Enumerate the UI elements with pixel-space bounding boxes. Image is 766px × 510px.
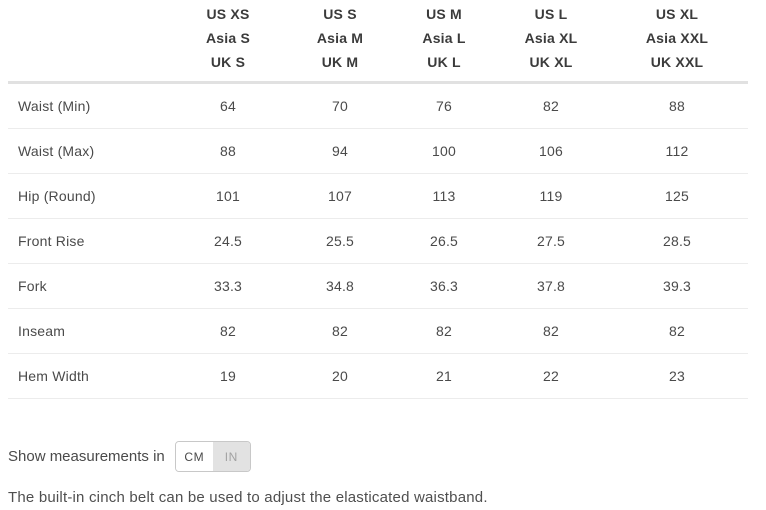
measurement-value: 100 — [432, 143, 456, 159]
measurement-value: 33.3 — [213, 278, 243, 294]
measurement-value: 25.5 — [325, 233, 355, 249]
size-asia-line: Asia S — [206, 30, 250, 46]
size-column-header-s: US S Asia M UK M — [288, 0, 392, 83]
size-us-line: US M — [426, 6, 462, 22]
measurement-value: 82 — [669, 323, 685, 339]
measurement-value: 21 — [436, 368, 452, 384]
size-column-header-xs: US XS Asia S UK S — [168, 0, 288, 83]
measurement-value: 26.5 — [429, 233, 459, 249]
unit-in-button[interactable]: IN — [212, 442, 250, 471]
measurement-value: 19 — [220, 368, 236, 384]
table-row-waist-max: Waist (Max) 88 94 100 106 112 — [8, 129, 748, 174]
measurement-value: 37.8 — [536, 278, 566, 294]
measurement-value: 23 — [669, 368, 685, 384]
measurement-label: Inseam — [18, 323, 66, 339]
size-column-header-m: US M Asia L UK L — [392, 0, 496, 83]
size-asia-line: Asia L — [422, 30, 466, 46]
table-row-hip-round: Hip (Round) 101 107 113 119 125 — [8, 174, 748, 219]
unit-toggle-row: Show measurements in CM IN — [8, 441, 766, 472]
measurement-value: 94 — [332, 143, 348, 159]
measurement-value: 101 — [216, 188, 240, 204]
measurement-label: Hip (Round) — [18, 188, 96, 204]
size-uk-line: UK M — [321, 54, 359, 70]
unit-toggle-label: Show measurements in — [8, 448, 165, 465]
measurement-value: 22 — [543, 368, 559, 384]
corner-cell — [8, 0, 168, 83]
table-row-hem-width: Hem Width 19 20 21 22 23 — [8, 354, 748, 399]
measurement-value: 70 — [332, 98, 348, 114]
size-us-line: US L — [534, 6, 568, 22]
size-column-header-xl: US XL Asia XXL UK XXL — [606, 0, 748, 83]
measurement-value: 20 — [332, 368, 348, 384]
measurement-value: 112 — [665, 143, 689, 159]
measurement-value: 119 — [539, 188, 563, 204]
size-uk-line: UK S — [210, 54, 246, 70]
measurement-value: 34.8 — [325, 278, 355, 294]
measurement-value: 76 — [436, 98, 452, 114]
measurement-value: 28.5 — [662, 233, 692, 249]
size-header-row: US XS Asia S UK S US S Asia M UK M US M … — [8, 0, 748, 83]
measurement-value: 82 — [543, 98, 559, 114]
unit-toggle-group: CM IN — [174, 441, 251, 472]
measurement-value: 88 — [669, 98, 685, 114]
measurement-label: Waist (Min) — [18, 98, 91, 114]
size-asia-line: Asia M — [316, 30, 364, 46]
table-row-fork: Fork 33.3 34.8 36.3 37.8 39.3 — [8, 264, 748, 309]
size-uk-line: UK XXL — [650, 54, 704, 70]
measurement-value: 24.5 — [213, 233, 243, 249]
measurement-value: 82 — [220, 323, 236, 339]
table-row-inseam: Inseam 82 82 82 82 82 — [8, 309, 748, 354]
size-us-line: US XS — [206, 6, 250, 22]
measurement-value: 113 — [432, 188, 456, 204]
size-chart-container: US XS Asia S UK S US S Asia M UK M US M … — [8, 0, 748, 399]
size-us-line: US S — [323, 6, 357, 22]
measurement-label: Fork — [18, 278, 47, 294]
measurement-value: 107 — [328, 188, 352, 204]
measurement-label: Waist (Max) — [18, 143, 95, 159]
size-uk-line: UK XL — [529, 54, 573, 70]
table-row-front-rise: Front Rise 24.5 25.5 26.5 27.5 28.5 — [8, 219, 748, 264]
table-row-waist-min: Waist (Min) 64 70 76 82 88 — [8, 83, 748, 129]
measurement-value: 106 — [539, 143, 563, 159]
size-column-header-l: US L Asia XL UK XL — [496, 0, 606, 83]
unit-cm-button[interactable]: CM — [175, 442, 213, 471]
measurement-value: 82 — [543, 323, 559, 339]
measurement-value: 82 — [436, 323, 452, 339]
measurement-label: Hem Width — [18, 368, 90, 384]
size-asia-line: Asia XXL — [645, 30, 709, 46]
note-text: The built-in cinch belt can be used to a… — [8, 489, 488, 506]
measurement-value: 64 — [220, 98, 236, 114]
size-asia-line: Asia XL — [524, 30, 578, 46]
measurement-value: 27.5 — [536, 233, 566, 249]
measurement-value: 36.3 — [429, 278, 459, 294]
measurement-value: 88 — [220, 143, 236, 159]
measurement-value: 125 — [665, 188, 689, 204]
size-chart-table: US XS Asia S UK S US S Asia M UK M US M … — [8, 0, 748, 399]
measurement-value: 82 — [332, 323, 348, 339]
size-us-line: US XL — [655, 6, 699, 22]
measurement-label: Front Rise — [18, 233, 85, 249]
size-uk-line: UK L — [427, 54, 461, 70]
measurement-value: 39.3 — [662, 278, 692, 294]
